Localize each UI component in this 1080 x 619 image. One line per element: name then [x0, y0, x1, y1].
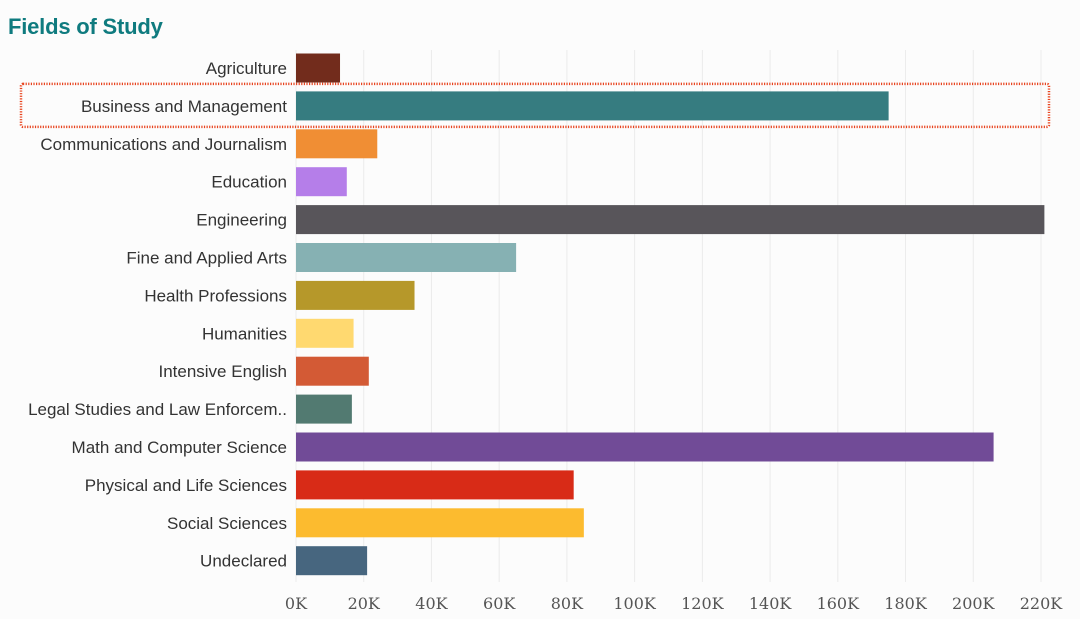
bar-physical-and-life-sciences[interactable]: [296, 470, 574, 500]
bar-intensive-english[interactable]: [296, 356, 369, 386]
category-label: Agriculture: [206, 59, 287, 78]
x-tick-label: 200K: [952, 594, 996, 613]
category-label: Social Sciences: [167, 514, 287, 533]
bar-social-sciences[interactable]: [296, 508, 584, 538]
category-label: Health Professions: [144, 286, 287, 305]
bar-engineering[interactable]: [296, 205, 1045, 235]
grid-lines: [295, 50, 1042, 582]
chart-title: Fields of Study: [8, 14, 163, 39]
x-tick-label: 0K: [285, 594, 308, 613]
x-tick-label: 40K: [415, 594, 448, 613]
bar-humanities[interactable]: [296, 318, 354, 348]
x-tick-label: 100K: [613, 594, 657, 613]
category-label: Math and Computer Science: [72, 438, 287, 457]
x-axis-ticks: 0K 20K 40K 60K 80K 100K 120K 140K 160K 180K 200K 22…: [285, 594, 1063, 613]
bar-business-and-management[interactable]: [296, 91, 889, 121]
x-tick-label: 160K: [817, 594, 861, 613]
bar-math-and-computer-science[interactable]: [296, 432, 994, 462]
category-label: Communications and Journalism: [40, 135, 287, 154]
bar-education[interactable]: [296, 167, 347, 197]
category-label: Education: [211, 173, 287, 192]
bar-undeclared[interactable]: [296, 546, 368, 576]
category-label: Humanities: [202, 324, 287, 343]
category-label: Engineering: [196, 211, 287, 230]
bar-health-professions[interactable]: [296, 280, 415, 310]
category-label: Fine and Applied Arts: [126, 249, 287, 268]
highlight-layer: [19, 82, 1051, 129]
category-label: Legal Studies and Law Enforcem..: [28, 400, 287, 419]
bar-communications-and-journalism[interactable]: [296, 129, 378, 159]
bar-legal-studies-and-law-enforcem[interactable]: [296, 394, 352, 424]
x-tick-label: 60K: [483, 594, 516, 613]
bars: [296, 53, 1045, 576]
x-tick-label: 140K: [749, 594, 793, 613]
category-label: Business and Management: [81, 97, 287, 116]
x-tick-label: 220K: [1020, 594, 1064, 613]
category-label: Physical and Life Sciences: [85, 476, 287, 495]
highlight-box: [19, 82, 1051, 129]
category-labels: Agriculture Business and Management Commun…: [28, 59, 287, 571]
x-tick-label: 120K: [681, 594, 725, 613]
x-tick-label: 20K: [348, 594, 381, 613]
category-label: Undeclared: [200, 552, 287, 571]
category-label: Intensive English: [158, 362, 287, 381]
bar-fine-and-applied-arts[interactable]: [296, 243, 517, 272]
x-tick-label: 180K: [884, 594, 928, 613]
x-tick-label: 80K: [551, 594, 584, 613]
bar-agriculture[interactable]: [296, 53, 341, 83]
